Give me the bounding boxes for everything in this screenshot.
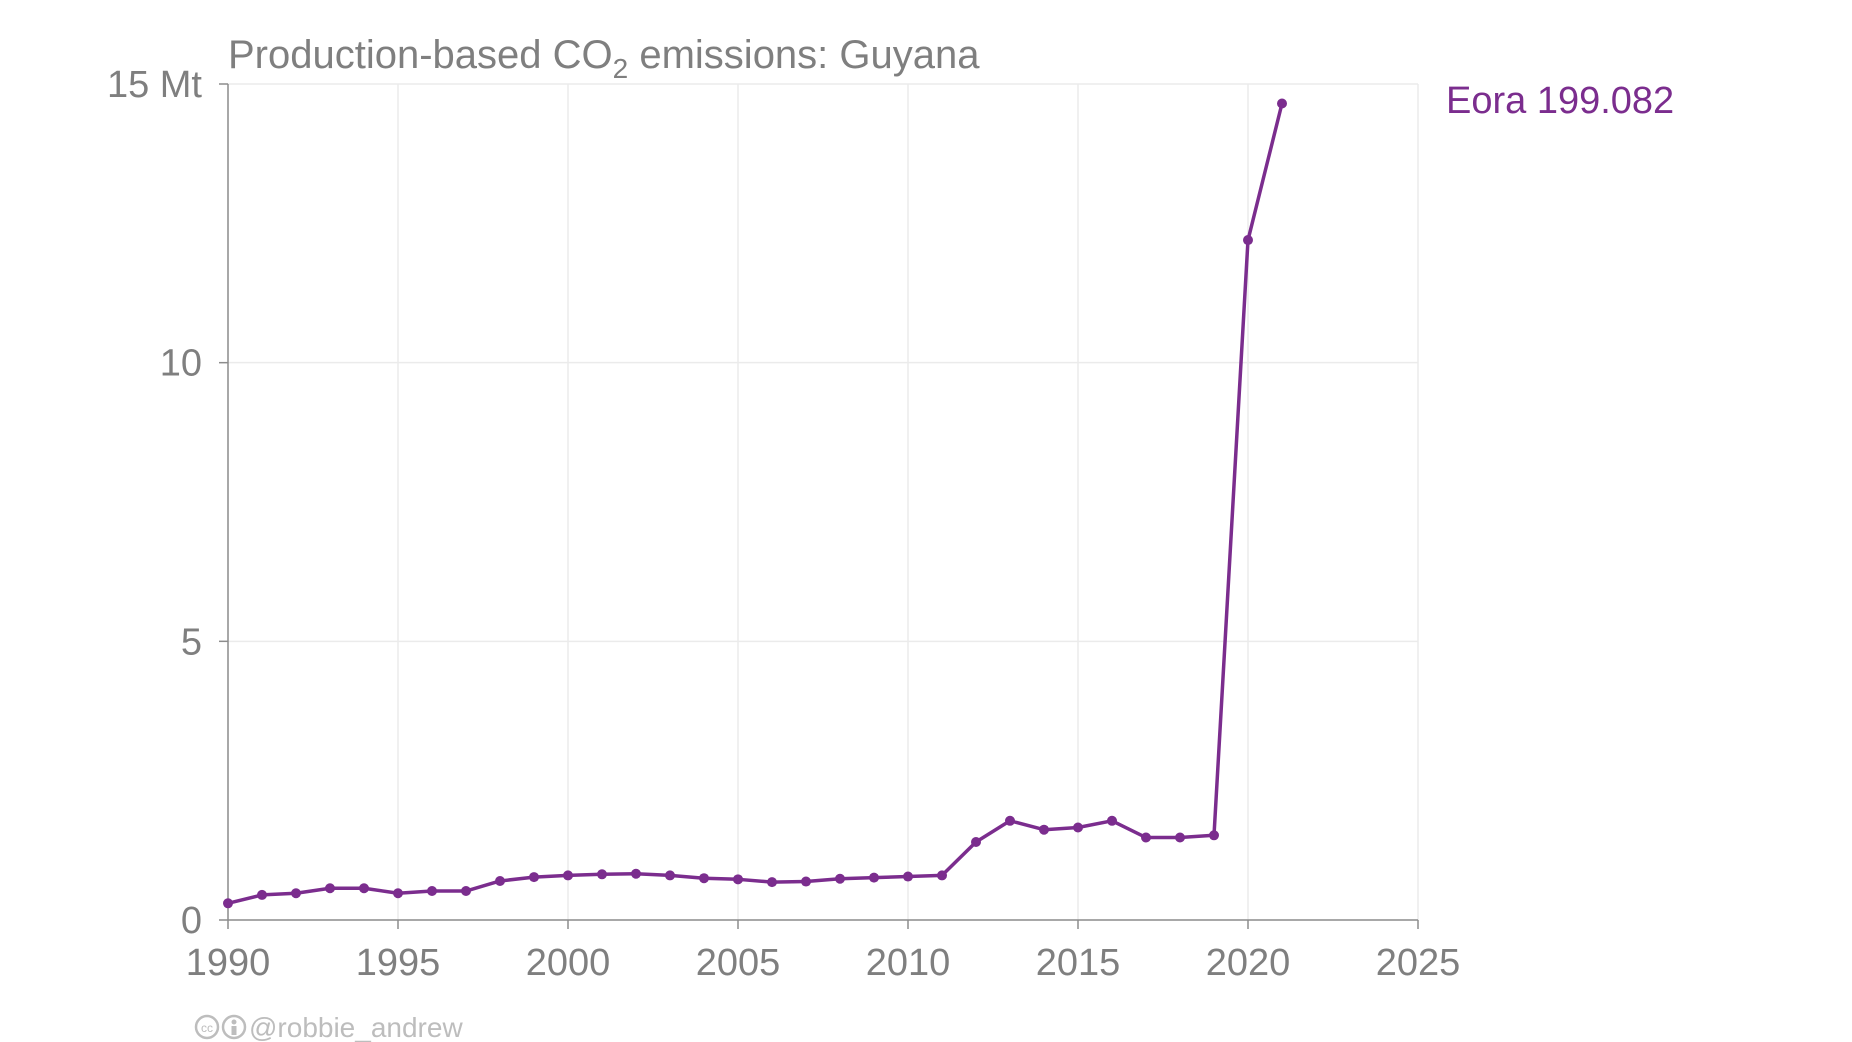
data-point [971, 836, 981, 847]
data-point [597, 869, 607, 880]
data-point [631, 868, 641, 879]
creative-commons-icon: cc [194, 1014, 220, 1040]
x-tick-label: 2025 [1376, 942, 1461, 984]
data-point [529, 872, 539, 883]
data-point [1107, 815, 1117, 826]
data-point [1039, 824, 1049, 835]
data-point [563, 870, 573, 881]
x-tick-label: 1995 [356, 942, 441, 984]
chart-title-rest: emissions: Guyana [628, 33, 980, 77]
data-point [393, 888, 403, 899]
data-point [223, 898, 233, 909]
y-tick-label: 15 Mt [107, 64, 202, 106]
data-point [461, 886, 471, 897]
data-point [1277, 98, 1287, 109]
y-tick-label: 0 [181, 900, 202, 942]
y-tick-label: 10 [160, 343, 202, 385]
attribution-icon [221, 1014, 247, 1040]
data-point [665, 870, 675, 881]
series-line [227, 103, 1284, 905]
x-tick-label: 1990 [186, 942, 271, 984]
data-point [1141, 832, 1151, 843]
data-point [495, 875, 505, 886]
x-tick-label: 2000 [526, 942, 611, 984]
data-point [801, 876, 811, 887]
data-point [937, 870, 947, 881]
axes [219, 83, 1419, 929]
data-point [427, 886, 437, 897]
data-point [257, 889, 267, 900]
x-tick-label: 2015 [1036, 942, 1121, 984]
data-point [1005, 815, 1015, 826]
credit: cc @robbie_andrew [194, 1012, 463, 1042]
data-point [1243, 235, 1253, 246]
data-point [359, 883, 369, 894]
svg-text:cc: cc [201, 1021, 213, 1035]
data-point [291, 888, 301, 899]
x-tick-label: 2005 [696, 942, 781, 984]
chart-title: Production-based CO2 emissions: Guyana [228, 33, 980, 84]
data-point [869, 872, 879, 883]
chart-title-main: Production-based CO [228, 33, 613, 77]
grid-lines [228, 83, 1419, 920]
series-label: Eora 199.082 [1446, 80, 1674, 122]
data-point [1073, 822, 1083, 833]
data-point [1209, 830, 1219, 841]
data-point [325, 883, 335, 894]
tick-labels: 1990 1995 2000 2005 2010 2015 2020 2025 0 5 10 15 M… [107, 64, 1460, 984]
data-point [903, 871, 913, 882]
x-tick-label: 2010 [866, 942, 951, 984]
data-point [767, 877, 777, 888]
data-point [1175, 832, 1185, 843]
x-tick-label: 2020 [1206, 942, 1291, 984]
chart-title-subscript: 2 [613, 53, 629, 84]
y-tick-label: 5 [181, 621, 202, 663]
data-point [699, 873, 709, 884]
data-point [835, 873, 845, 884]
credit-handle: @robbie_andrew [249, 1012, 463, 1042]
series-layer: Eora 199.082 [223, 80, 1674, 909]
data-point [733, 874, 743, 885]
